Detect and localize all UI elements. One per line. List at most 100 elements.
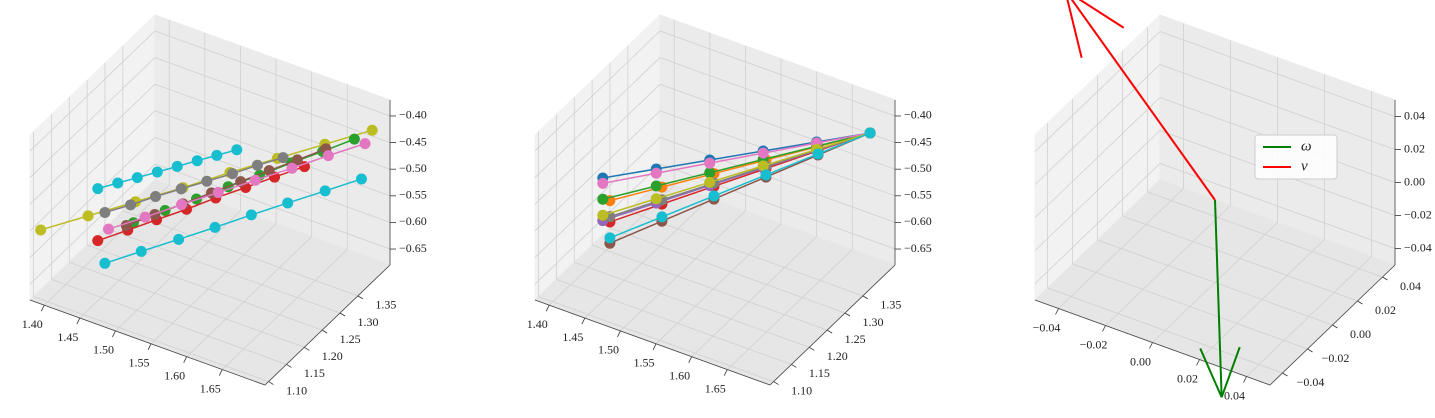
tick-mark — [1357, 300, 1363, 305]
y-tick-label: 1.25 — [340, 332, 361, 346]
data-point — [597, 193, 609, 205]
y-tick-label: 1.35 — [375, 298, 396, 312]
legend-box — [1254, 134, 1338, 180]
series-line — [602, 132, 871, 216]
data-point — [656, 211, 668, 223]
legend-label: v — [1301, 158, 1308, 174]
axis-line — [29, 299, 266, 386]
y-tick-label: 1.25 — [845, 332, 866, 346]
data-point — [355, 173, 367, 185]
tick-mark — [652, 343, 657, 350]
series-line — [609, 132, 871, 244]
data-point — [650, 167, 662, 179]
data-point — [135, 245, 147, 257]
y-tick-label: 0.00 — [1350, 327, 1371, 341]
grid-line — [1159, 31, 1396, 117]
data-point — [359, 138, 371, 150]
data-point — [125, 199, 137, 211]
z-tick-label: −0.40 — [904, 108, 932, 122]
data-point — [291, 154, 303, 166]
legend-label: ω — [1301, 138, 1312, 154]
data-point — [251, 159, 263, 171]
y-tick-label: 1.10 — [791, 383, 812, 397]
tick-mark — [826, 329, 833, 334]
grid-line — [1122, 215, 1358, 302]
grid-line — [43, 184, 170, 306]
x-tick-label: 1.55 — [634, 356, 655, 370]
tick-mark — [286, 364, 292, 368]
data-point — [604, 232, 616, 244]
data-point — [245, 209, 257, 221]
grid-line — [1034, 31, 1161, 152]
data-point — [322, 150, 334, 162]
tick-mark — [809, 346, 815, 351]
grid-line — [29, 83, 156, 205]
x-tick-label: −0.02 — [1080, 337, 1108, 351]
grid-line — [659, 137, 896, 223]
grid-line — [154, 83, 391, 170]
tick-mark — [773, 381, 779, 385]
tick-mark — [1149, 342, 1153, 349]
y-tick-label: 1.20 — [322, 349, 343, 363]
subplot: 1.40 1.45 1.50 1.55 1.60 1.65 1.10 1.15 1.20 1.25… — [527, 13, 932, 397]
tick-mark — [112, 330, 116, 338]
subplot: 1.40 1.45 1.50 1.55 1.60 1.65 1.10 1.15 1.20 1.25… — [22, 13, 427, 397]
data-point — [597, 209, 609, 221]
data-point — [209, 221, 221, 233]
x-tick-label: 1.55 — [129, 356, 150, 370]
tick-mark — [1307, 348, 1313, 353]
series-line — [602, 132, 871, 185]
z-tick-label: −0.65 — [399, 241, 427, 255]
z-tick-label: −0.55 — [399, 188, 427, 202]
grid-line — [534, 137, 661, 258]
grid-line — [534, 57, 661, 178]
grid-line — [186, 236, 312, 357]
x-tick-label: 1.45 — [562, 330, 583, 344]
axis-line — [534, 299, 771, 386]
data-point — [99, 257, 111, 269]
grid-line — [1034, 163, 1161, 284]
grid-line — [33, 296, 269, 382]
grid-line — [221, 249, 348, 370]
x-tick-label: 1.60 — [669, 368, 690, 382]
data-point — [212, 187, 224, 199]
tick-mark — [339, 312, 346, 317]
series-line — [104, 178, 362, 265]
axis-line — [1269, 264, 1396, 386]
arrow-head — [1078, 0, 1125, 29]
data-point — [282, 197, 294, 209]
series-line — [602, 132, 871, 201]
tick-mark — [581, 317, 586, 325]
z-tick-label: −0.50 — [399, 161, 427, 175]
grid-line — [154, 163, 391, 250]
y-tick-label: 1.30 — [358, 315, 379, 329]
grid-line — [691, 236, 817, 357]
data-point — [226, 168, 238, 180]
tick-mark — [617, 330, 621, 338]
data-point — [757, 147, 769, 159]
x-tick-label: 1.50 — [598, 343, 619, 357]
data-point — [263, 165, 275, 177]
data-point — [597, 177, 609, 189]
tick-mark — [147, 343, 152, 350]
grid-line — [1147, 191, 1383, 278]
y-tick-label: 1.15 — [304, 366, 325, 380]
tick-mark — [862, 295, 869, 300]
tick-mark — [1243, 376, 1247, 383]
grid-line — [592, 244, 828, 331]
grid-line — [154, 57, 391, 143]
subplot: −0.04−0.020.000.020.04−0.04−0.020.000.02… — [1033, 0, 1432, 402]
tick-mark — [545, 304, 550, 312]
grid-line — [79, 197, 206, 319]
x-tick-label: 1.65 — [705, 381, 726, 395]
series-line — [602, 132, 871, 179]
z-tick-label: −0.02 — [1404, 207, 1432, 221]
grid-line — [104, 227, 341, 314]
tick-mark — [40, 304, 45, 312]
grid-line — [51, 279, 287, 365]
series-line — [108, 142, 366, 230]
z-tick-label: −0.65 — [904, 241, 932, 255]
axis-line — [264, 264, 391, 386]
tick-mark — [76, 317, 81, 325]
tick-mark — [1282, 372, 1288, 377]
